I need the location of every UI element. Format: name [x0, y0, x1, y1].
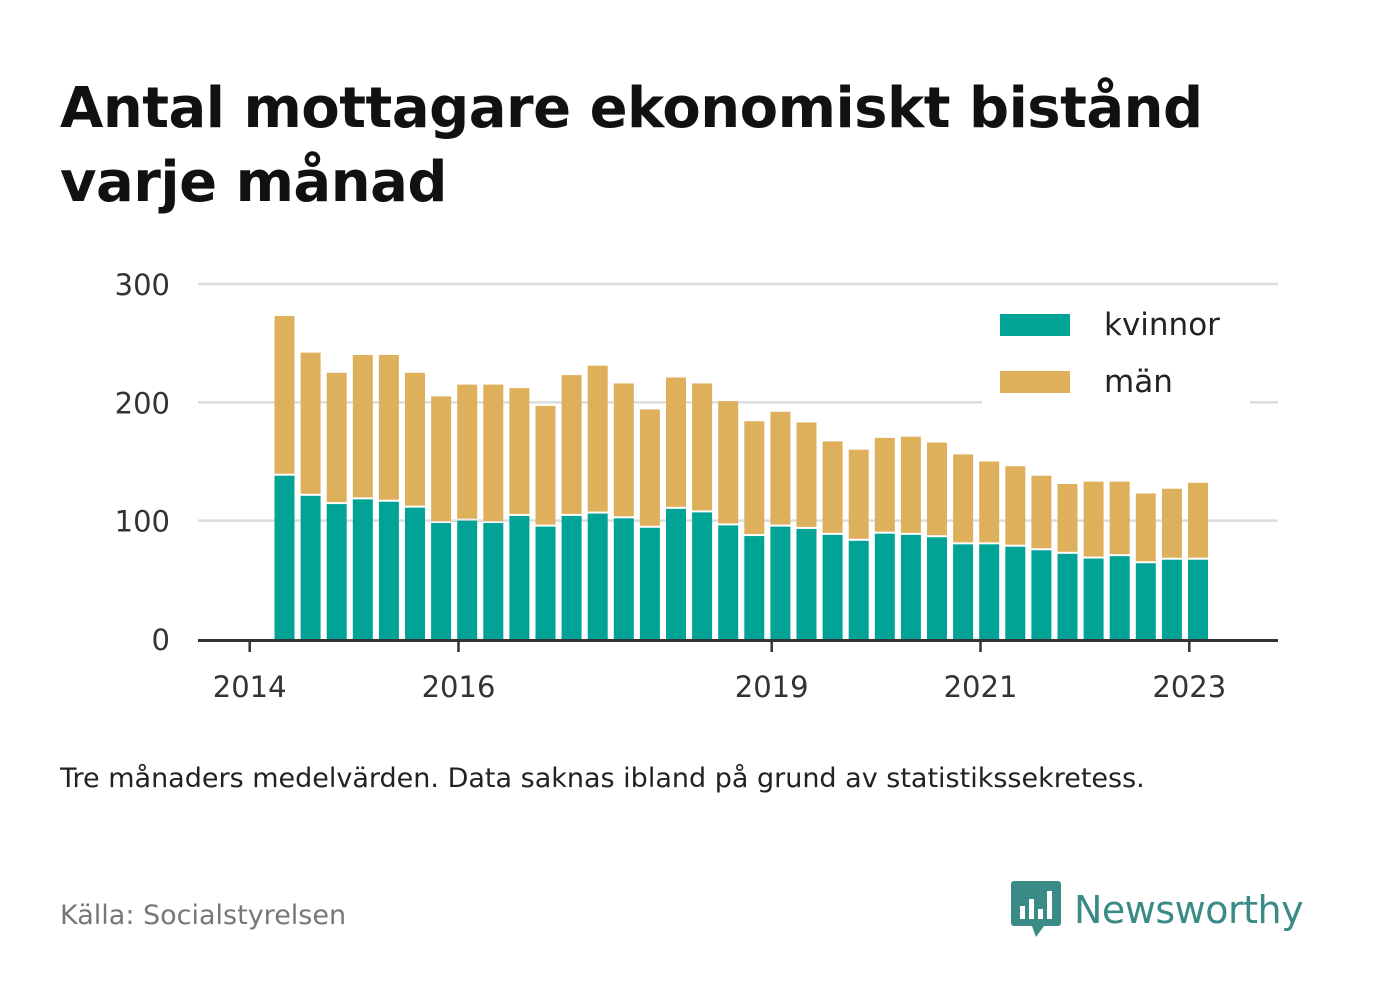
bar-man	[1109, 481, 1130, 555]
bar-man	[953, 454, 974, 543]
bar-man	[613, 383, 634, 517]
bar-kvinnor	[1135, 563, 1156, 639]
bar-man	[900, 436, 921, 533]
bar-kvinnor	[587, 513, 608, 639]
bar-kvinnor	[718, 525, 739, 639]
y-tick-label: 300	[115, 268, 170, 302]
bar-kvinnor	[1031, 550, 1052, 639]
source-label: Källa: Socialstyrelsen	[60, 900, 347, 931]
bar-man	[483, 384, 504, 522]
x-tick-label: 2019	[735, 670, 809, 704]
bar-man	[1188, 482, 1208, 558]
bar-man	[1083, 481, 1104, 557]
bar-man	[848, 449, 869, 539]
bar-kvinnor	[1161, 559, 1182, 639]
bar-kvinnor	[300, 495, 321, 639]
bar-kvinnor	[796, 528, 817, 639]
x-tick-label: 2021	[944, 670, 1018, 704]
bar-kvinnor	[326, 504, 347, 639]
y-tick-label: 200	[115, 386, 170, 420]
bar-kvinnor	[613, 518, 634, 639]
bar-kvinnor	[457, 520, 478, 639]
bars	[274, 315, 1208, 639]
bar-man	[770, 411, 791, 525]
newsworthy-logo[interactable]: Newsworthy	[1010, 878, 1304, 942]
y-tick-label: 100	[115, 505, 170, 539]
legend-label: kvinnor	[1104, 307, 1220, 343]
bar-kvinnor	[1109, 556, 1130, 639]
bar-man	[1135, 493, 1156, 562]
bar-man	[561, 375, 582, 514]
bar-man	[587, 365, 608, 512]
bar-kvinnor	[535, 526, 556, 639]
bar-kvinnor	[874, 533, 895, 639]
brand-name: Newsworthy	[1074, 888, 1304, 932]
bar-kvinnor	[639, 527, 660, 639]
bar-man	[352, 355, 373, 498]
bar-kvinnor	[378, 501, 399, 639]
bar-kvinnor	[1005, 546, 1026, 639]
bar-man	[300, 352, 321, 494]
bar-man	[1161, 488, 1182, 558]
bar-kvinnor	[1083, 558, 1104, 639]
x-tick-label: 2016	[422, 670, 496, 704]
bar-kvinnor	[953, 544, 974, 639]
bar-kvinnor	[666, 508, 686, 639]
x-tick-label: 2014	[213, 670, 287, 704]
bar-man	[378, 355, 399, 500]
bar-kvinnor	[692, 512, 713, 639]
bar-man	[326, 372, 347, 503]
bar-kvinnor	[1057, 553, 1078, 639]
bar-man	[274, 315, 295, 474]
bar-kvinnor	[900, 534, 921, 639]
bar-kvinnor	[848, 540, 869, 639]
bar-man	[927, 442, 947, 536]
bar-man	[979, 461, 1000, 543]
bar-man	[822, 441, 843, 533]
bar-man	[405, 372, 425, 506]
bar-kvinnor	[770, 526, 791, 639]
bar-kvinnor	[822, 534, 843, 639]
bar-man	[874, 437, 895, 532]
bar-kvinnor	[274, 475, 295, 639]
bar-kvinnor	[561, 515, 582, 639]
bar-man	[666, 377, 686, 507]
bar-man	[692, 383, 713, 511]
bar-man	[744, 421, 765, 535]
bar-kvinnor	[405, 507, 425, 639]
bar-man	[509, 388, 530, 514]
bar-kvinnor	[431, 523, 452, 639]
legend: kvinnor män	[982, 292, 1250, 404]
y-tick-label: 0	[152, 623, 170, 657]
x-tick-label: 2023	[1152, 670, 1226, 704]
bar-kvinnor	[1188, 559, 1208, 639]
bar-man	[431, 396, 452, 522]
bar-kvinnor	[744, 536, 765, 639]
bar-kvinnor	[352, 499, 373, 639]
bar-man	[457, 384, 478, 519]
legend-swatch-man	[1000, 371, 1070, 393]
bar-kvinnor	[509, 515, 530, 639]
bar-man	[1057, 483, 1078, 552]
legend-label: män	[1104, 364, 1173, 400]
bar-man	[718, 401, 739, 524]
bar-man	[1031, 475, 1052, 549]
axes: 0 100 200 300 2014 2016 2019 2021 2023	[115, 268, 1278, 704]
bar-kvinnor	[927, 537, 947, 639]
bar-man	[639, 409, 660, 526]
bar-kvinnor	[483, 523, 504, 639]
bar-man	[796, 422, 817, 527]
chart-note: Tre månaders medelvärden. Data saknas ib…	[60, 763, 1145, 794]
bar-man	[1005, 466, 1026, 545]
bar-chart-speech-bubble-icon	[1011, 881, 1061, 937]
bar-man	[535, 405, 556, 525]
chart-title: Antal mottagare ekonomiskt bistånd varje…	[60, 76, 1203, 215]
bar-kvinnor	[979, 544, 1000, 639]
legend-swatch-kvinnor	[1000, 314, 1070, 336]
stacked-bar-chart: 0 100 200 300 2014 2016 2019 2021 2023 kvinnor mä…	[115, 268, 1278, 704]
